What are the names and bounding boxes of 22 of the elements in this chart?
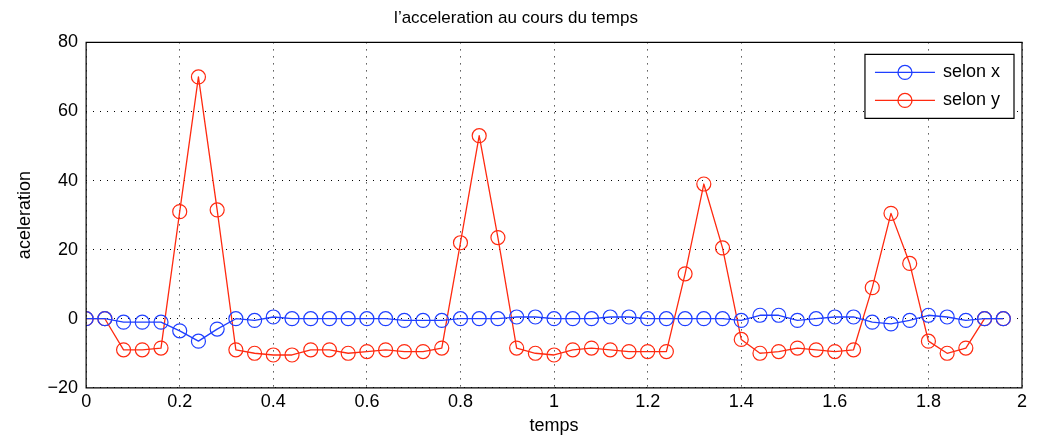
x-axis-title: temps xyxy=(529,415,579,436)
legend-label: selon x xyxy=(942,61,1001,82)
x-tick-label: 0 xyxy=(81,390,92,411)
x-tick-label: 0.6 xyxy=(354,390,380,411)
y-tick-label: 60 xyxy=(58,100,79,121)
x-tick-label: 0.4 xyxy=(260,390,286,411)
y-axis-title: aceleration xyxy=(13,171,34,260)
chart-title: l’acceleration au cours du temps xyxy=(394,7,638,27)
x-tick-label: 1.6 xyxy=(822,390,848,411)
y-tick-label: 40 xyxy=(58,169,79,190)
x-tick-label: 0.2 xyxy=(167,390,193,411)
x-tick-label: 1 xyxy=(549,390,560,411)
y-tick-label: −20 xyxy=(47,376,79,397)
legend-label: selon y xyxy=(942,89,1001,110)
x-tick-label: 1.2 xyxy=(635,390,661,411)
y-tick-label: 20 xyxy=(58,238,79,259)
y-tick-label: 80 xyxy=(58,31,79,52)
x-tick-label: 1.8 xyxy=(915,390,941,411)
x-tick-label: 0.8 xyxy=(447,390,473,411)
x-tick-label: 1.4 xyxy=(728,390,754,411)
y-tick-label: 0 xyxy=(68,307,79,328)
x-tick-label: 2 xyxy=(1016,390,1028,411)
